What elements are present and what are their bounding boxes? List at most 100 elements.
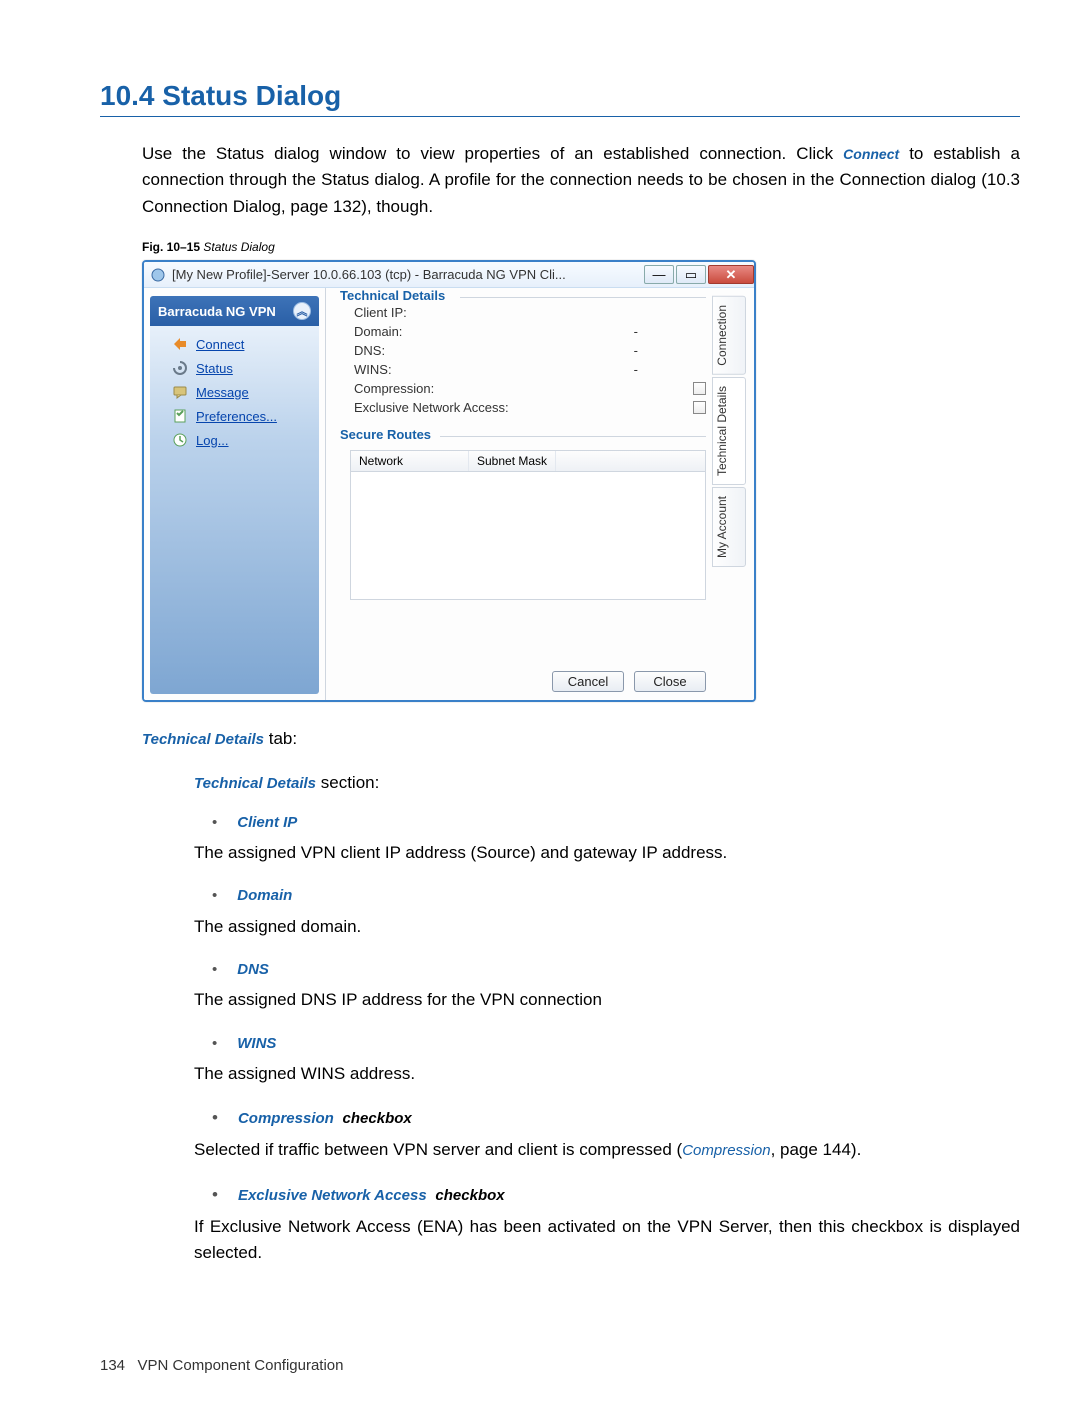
ena-checkbox[interactable] xyxy=(693,401,706,414)
tab-connection[interactable]: Connection xyxy=(712,296,746,375)
bullet-compression: • Compression checkbox xyxy=(212,1105,1020,1131)
row-wins: WINS: - xyxy=(340,360,706,379)
maximize-button[interactable]: ▭ xyxy=(676,265,706,284)
figure-number: Fig. 10–15 xyxy=(142,240,200,254)
minimize-button[interactable]: — xyxy=(644,265,674,284)
nav-label: Message xyxy=(196,385,249,400)
intro-paragraph: Use the Status dialog window to view pro… xyxy=(142,141,1020,220)
sidebar-item-connect[interactable]: Connect xyxy=(154,332,315,356)
close-button[interactable]: ✕ xyxy=(708,265,754,284)
bullet-wins: • WINS xyxy=(212,1032,1020,1055)
minimize-icon: — xyxy=(653,267,666,282)
sidebar-item-preferences[interactable]: Preferences... xyxy=(154,404,315,428)
value-dns: - xyxy=(528,343,638,358)
bullet-icon: • xyxy=(212,884,217,907)
secure-routes-legend: Secure Routes xyxy=(340,427,437,442)
col-subnet[interactable]: Subnet Mask xyxy=(469,451,556,471)
value-wins: - xyxy=(528,362,638,377)
group-rule xyxy=(460,297,706,298)
sidebar-header[interactable]: Barracuda NG VPN ︽ xyxy=(150,296,319,326)
row-client-ip: Client IP: xyxy=(340,303,706,322)
desc-dns: The assigned DNS IP address for the VPN … xyxy=(194,987,1020,1013)
tab-technical-details[interactable]: Technical Details xyxy=(712,377,746,485)
button-row: Cancel Close xyxy=(340,657,706,692)
nav-label: Log... xyxy=(196,433,229,448)
sidebar-body: Connect Status Message Preferences... Lo… xyxy=(150,326,319,694)
sidebar-item-status[interactable]: Status xyxy=(154,356,315,380)
routes-table: Network Subnet Mask xyxy=(350,450,706,600)
tech-details-tab-em: Technical Details xyxy=(142,731,264,748)
bullet-suffix: checkbox xyxy=(435,1187,504,1204)
compression-checkbox[interactable] xyxy=(693,382,706,395)
label-ena: Exclusive Network Access: xyxy=(354,400,528,415)
bullet-dns: • DNS xyxy=(212,958,1020,981)
label-compression: Compression: xyxy=(354,381,528,396)
intro-text-1: Use the Status dialog window to view pro… xyxy=(142,144,843,163)
col-network[interactable]: Network xyxy=(351,451,469,471)
desc-compression-2: , page 144). xyxy=(771,1140,862,1159)
close-button[interactable]: Close xyxy=(634,671,706,692)
secure-routes-group: Secure Routes Network Subnet Mask xyxy=(340,427,706,600)
connect-icon xyxy=(172,336,188,352)
routes-header: Network Subnet Mask xyxy=(351,451,705,472)
compression-ref: Compression xyxy=(682,1142,770,1159)
side-tabs: Connection Technical Details My Account xyxy=(712,296,746,567)
connect-reference: Connect xyxy=(843,146,899,162)
desc-compression-1: Selected if traffic between VPN server a… xyxy=(194,1140,682,1159)
collapse-icon[interactable]: ︽ xyxy=(293,302,311,320)
bullet-icon: • xyxy=(212,1032,217,1055)
desc-compression: Selected if traffic between VPN server a… xyxy=(194,1137,1020,1163)
tab-my-account[interactable]: My Account xyxy=(712,487,746,567)
chapter-name: VPN Component Configuration xyxy=(138,1357,344,1374)
nav-label: Connect xyxy=(196,337,244,352)
bullet-label: Compression xyxy=(238,1110,334,1127)
bullet-label: Exclusive Network Access xyxy=(238,1187,427,1204)
maximize-icon: ▭ xyxy=(685,267,697,283)
figure-caption: Fig. 10–15 Status Dialog xyxy=(142,240,1020,254)
group-rule xyxy=(440,436,706,437)
app-icon xyxy=(150,267,166,283)
sidebar-item-log[interactable]: Log... xyxy=(154,428,315,452)
section-heading: 10.4 Status Dialog xyxy=(100,80,1020,117)
sidebar-item-message[interactable]: Message xyxy=(154,380,315,404)
bullet-icon: • xyxy=(212,958,217,981)
content-area: Connection Technical Details My Account … xyxy=(326,288,754,700)
desc-client-ip: The assigned VPN client IP address (Sour… xyxy=(194,840,1020,866)
bullet-suffix: checkbox xyxy=(343,1110,412,1127)
window-body: Barracuda NG VPN ︽ Connect Status Messag… xyxy=(144,288,754,700)
section-head: Technical Details section: xyxy=(194,770,1020,796)
row-dns: DNS: - xyxy=(340,341,706,360)
page-number: 134 xyxy=(100,1357,125,1374)
label-domain: Domain: xyxy=(354,324,528,339)
window-controls: — ▭ ✕ xyxy=(642,265,754,284)
nav-label: Status xyxy=(196,361,233,376)
status-dialog-window: [My New Profile]-Server 10.0.66.103 (tcp… xyxy=(142,260,756,702)
message-icon xyxy=(172,384,188,400)
row-domain: Domain: - xyxy=(340,322,706,341)
desc-wins: The assigned WINS address. xyxy=(194,1061,1020,1087)
bullet-icon: • xyxy=(212,811,217,834)
section-suffix: section: xyxy=(321,773,380,792)
bullet-domain: • Domain xyxy=(212,884,1020,907)
label-client-ip: Client IP: xyxy=(354,305,528,320)
tab-head: Technical Details tab: xyxy=(142,726,1020,752)
row-compression: Compression: xyxy=(340,379,706,398)
tab-suffix: tab: xyxy=(269,729,297,748)
bullet-label: DNS xyxy=(237,958,269,981)
label-wins: WINS: xyxy=(354,362,528,377)
value-domain: - xyxy=(528,324,638,339)
tech-details-legend: Technical Details xyxy=(340,288,451,303)
bullet-icon: • xyxy=(212,1182,218,1208)
window-title: [My New Profile]-Server 10.0.66.103 (tcp… xyxy=(172,267,636,282)
bullet-label: WINS xyxy=(237,1032,276,1055)
page-footer: 134 VPN Component Configuration xyxy=(100,1357,1020,1374)
bullet-ena: • Exclusive Network Access checkbox xyxy=(212,1182,1020,1208)
figure-title: Status Dialog xyxy=(203,240,274,254)
log-icon xyxy=(172,432,188,448)
titlebar[interactable]: [My New Profile]-Server 10.0.66.103 (tcp… xyxy=(144,262,754,288)
bullet-icon: • xyxy=(212,1105,218,1131)
preferences-icon xyxy=(172,408,188,424)
cancel-button[interactable]: Cancel xyxy=(552,671,624,692)
tech-details-section-em: Technical Details xyxy=(194,775,316,792)
bullet-label: Client IP xyxy=(237,811,297,834)
